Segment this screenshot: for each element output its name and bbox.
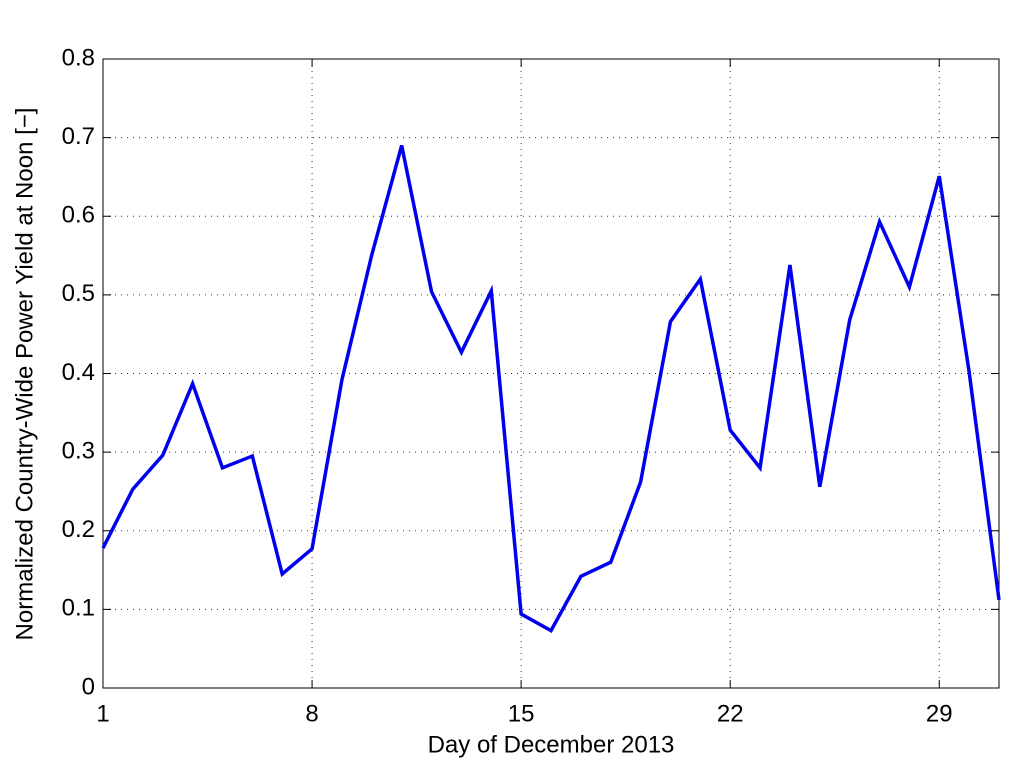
y-tick-label: 0.7	[62, 123, 95, 150]
y-tick-label: 0.6	[62, 202, 95, 229]
y-tick-label: 0.3	[62, 437, 95, 464]
y-tick-label: 0.4	[62, 359, 95, 386]
x-tick-label: 8	[305, 700, 318, 727]
y-tick-label: 0.2	[62, 516, 95, 543]
x-tick-label: 15	[508, 700, 535, 727]
y-axis-label: Normalized Country-Wide Power Yield at N…	[11, 108, 38, 641]
x-tick-label: 29	[926, 700, 953, 727]
x-tick-label: 1	[96, 700, 109, 727]
plot-frame	[102, 58, 1000, 689]
y-tick-label: 0.8	[62, 44, 95, 71]
y-tick-label: 0.5	[62, 280, 95, 307]
x-axis-label: Day of December 2013	[428, 731, 675, 758]
y-tick-label: 0.1	[62, 595, 95, 622]
data-line	[101, 145, 1001, 633]
y-tick-label: 0	[82, 673, 95, 700]
x-tick-label: 22	[717, 700, 744, 727]
